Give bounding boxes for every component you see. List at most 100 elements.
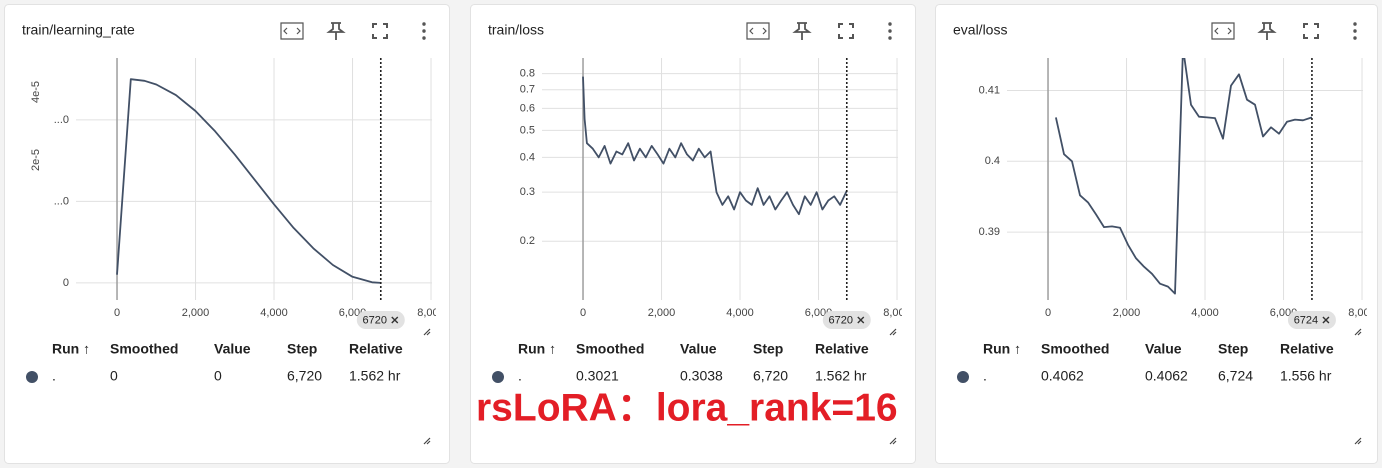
step-badge-close[interactable] [391,316,399,324]
fullscreen-button[interactable] [838,23,854,39]
run-color-dot[interactable] [957,371,969,383]
y-side-label: 2e-5 [30,149,42,171]
annotation: rsLoRA：lora_rank=16 [476,386,898,429]
table-cell: 0.3038 [680,368,723,384]
table-header: Smoothed [1041,341,1109,357]
card-title: eval/loss [953,22,1007,38]
table-header: Run ↑ [983,341,1021,357]
y-side-label: 4e-5 [30,81,42,103]
x-tick-label: 2,000 [1113,307,1141,319]
table-header: Value [214,341,251,357]
resize-handle [1354,328,1362,336]
step-badge [356,311,405,329]
table-cell: . [983,368,987,384]
y-tick-label: 0.2 [520,235,535,247]
resize-handle [423,328,431,336]
y-tick-label: ...0 [54,114,69,126]
table-header: Value [1145,341,1182,357]
table-cell: 1.562 hr [349,368,401,384]
table-cell: 0 [110,368,118,384]
x-tick-label: 4,000 [260,307,288,319]
table-header: Run ↑ [52,341,90,357]
x-tick-label: 0 [114,307,120,319]
card [935,4,1378,464]
fullscreen-button[interactable] [372,23,388,39]
card [4,4,450,464]
x-tick-label: 2,000 [648,307,676,319]
card-title: train/loss [488,22,544,38]
table-cell: 0 [214,368,222,384]
run-color-dot[interactable] [492,371,504,383]
y-tick-label: 0.41 [979,84,1000,96]
table-header: Step [753,341,783,357]
y-tick-label: 0.8 [520,67,535,79]
resize-handle [1354,437,1362,445]
resize-handle [889,437,897,445]
run-color-dot[interactable] [26,371,38,383]
card-toolbar [280,22,426,40]
step-badge-label: 6724 [1294,314,1318,326]
fit-domain-button[interactable] [280,22,304,40]
step-badge-label: 6720 [829,314,853,326]
card [470,4,916,464]
x-tick-label: 4,000 [1191,307,1219,319]
x-tick-labels: 0 2,000 4,000 6,000 8,000 [114,307,445,319]
table-cell: 0.4062 [1041,368,1084,384]
y-tick-label: 0.4 [985,155,1000,167]
y-tick-label: 0.3 [520,186,535,198]
card-toolbar [746,22,892,40]
step-badge-label: 6720 [363,314,387,326]
table-cell: 1.556 hr [1280,368,1332,384]
step-badge-close[interactable] [1322,316,1330,324]
y-tick-label: 0.5 [520,124,535,136]
table-cell: . [518,368,522,384]
table-header: Relative [349,341,403,357]
table-cell: 6,720 [287,368,322,384]
y-tick-label: ...0 [54,195,69,207]
step-badge-close[interactable] [857,316,865,324]
x-tick-label: 2,000 [182,307,210,319]
x-tick-label: 8,000 [1348,307,1376,319]
card-title: train/learning_rate [22,22,135,38]
card-toolbar [1211,22,1357,40]
table-cell: . [52,368,56,384]
table-cell: 0.4062 [1145,368,1188,384]
resize-handle [889,328,897,336]
x-tick-label: 0 [1045,307,1051,319]
fullscreen-button[interactable] [1303,23,1319,39]
table-header: Step [287,341,317,357]
table-header: Smoothed [576,341,644,357]
table-cell: 0.3021 [576,368,619,384]
table-header: Run ↑ [518,341,556,357]
x-tick-label: 8,000 [417,307,445,319]
pin-button[interactable] [1257,22,1277,40]
pin-button[interactable] [326,22,346,40]
step-badge [822,311,871,329]
y-tick-label: 0.7 [520,84,535,96]
table-cell: 6,724 [1218,368,1253,384]
x-tick-labels: 0 2,000 4,000 6,000 8,000 [1045,307,1376,319]
table-header: Step [1218,341,1248,357]
series-line [1055,58,1313,295]
table-cell: 1.562 hr [815,368,867,384]
x-tick-label: 4,000 [726,307,754,319]
y-tick-label: 0.6 [520,102,535,114]
table-header: Relative [815,341,869,357]
x-tick-label: 0 [580,307,586,319]
y-tick-label: 0 [63,277,69,289]
table-header: Relative [1280,341,1334,357]
series-line [582,76,848,216]
table-cell: 6,720 [753,368,788,384]
table-header: Smoothed [110,341,178,357]
pin-button[interactable] [792,22,812,40]
resize-handle [423,437,431,445]
y-tick-label: 0.4 [520,151,535,163]
series-line [116,78,381,284]
fit-domain-button[interactable] [746,22,770,40]
y-tick-label: 0.39 [979,226,1000,238]
step-badge [1287,311,1336,329]
table-header: Value [680,341,717,357]
fit-domain-button[interactable] [1211,22,1235,40]
x-tick-label: 8,000 [883,307,911,319]
